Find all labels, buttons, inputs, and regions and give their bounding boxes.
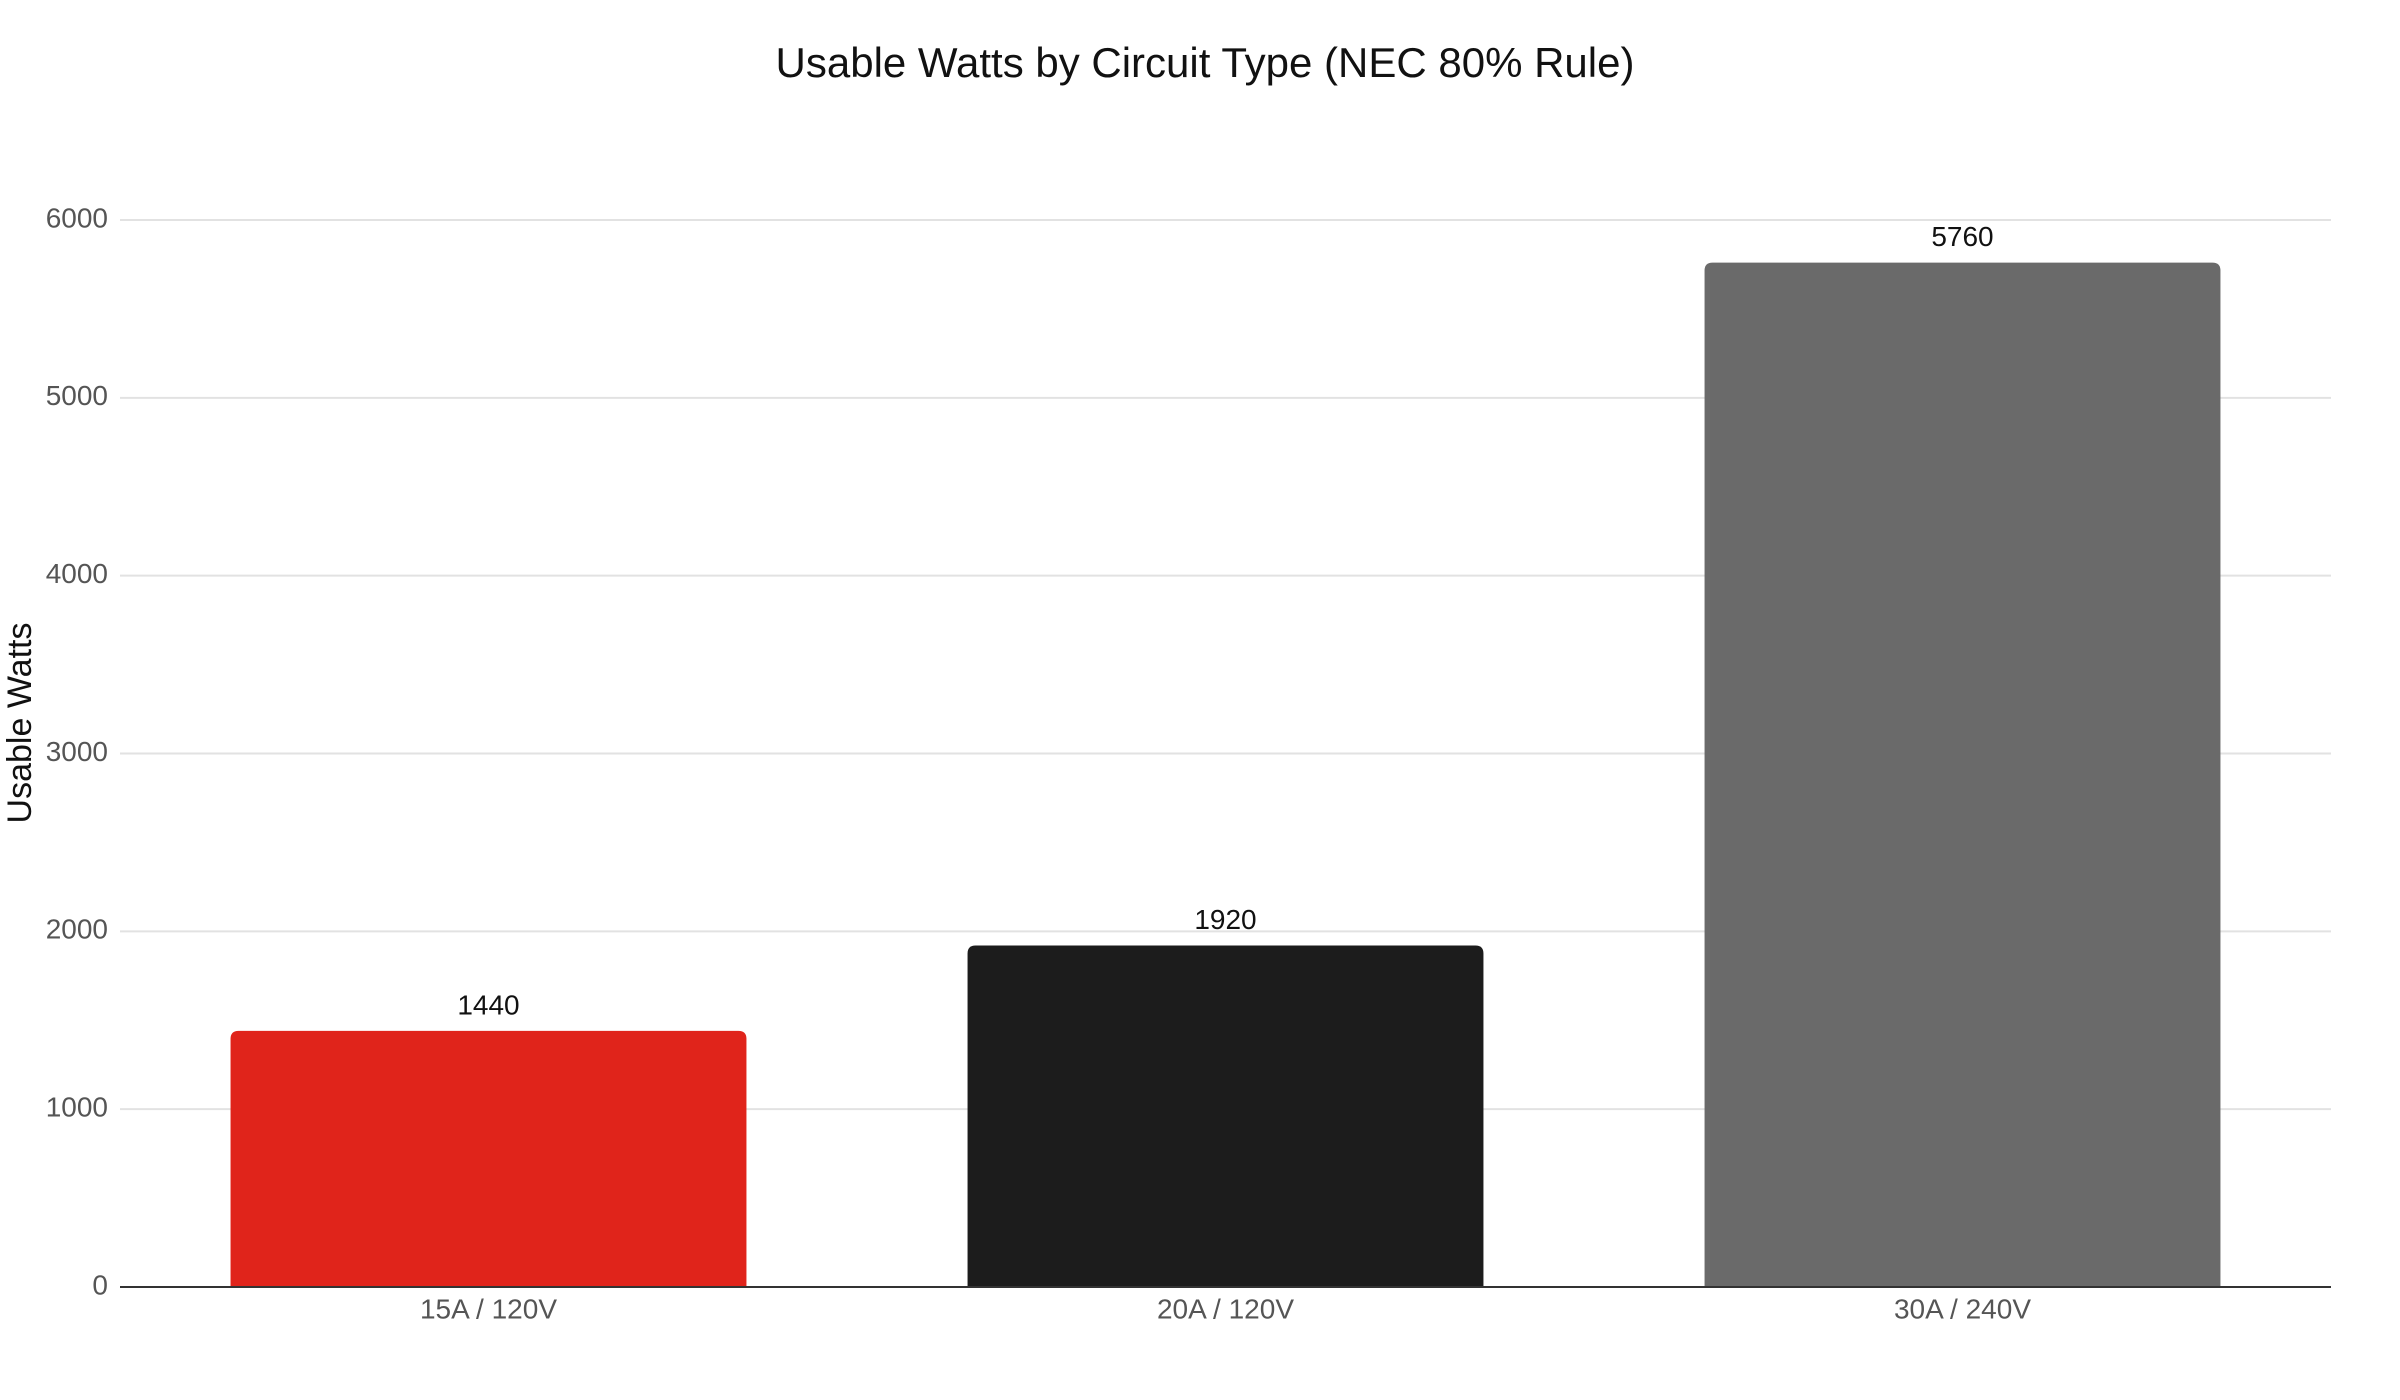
y-tick-label: 5000 <box>46 380 108 411</box>
y-tick-label: 3000 <box>46 736 108 767</box>
y-tick-label: 0 <box>92 1269 108 1300</box>
x-tick-label: 20A / 120V <box>1157 1293 1294 1324</box>
value-label: 1440 <box>457 989 519 1020</box>
x-tick-label: 30A / 240V <box>1894 1293 2031 1324</box>
y-tick-label: 1000 <box>46 1092 108 1123</box>
chart-title: Usable Watts by Circuit Type (NEC 80% Ru… <box>776 39 1635 86</box>
y-tick-label: 6000 <box>46 202 108 233</box>
y-tick-label: 2000 <box>46 914 108 945</box>
bar <box>967 945 1484 1287</box>
bar <box>230 1030 747 1287</box>
x-tick-label: 15A / 120V <box>420 1293 557 1324</box>
y-tick-label: 4000 <box>46 558 108 589</box>
bar <box>1704 262 2221 1288</box>
value-label: 5760 <box>1931 221 1993 252</box>
y-axis-label: Usable Watts <box>1 623 39 824</box>
value-label: 1920 <box>1194 904 1256 935</box>
